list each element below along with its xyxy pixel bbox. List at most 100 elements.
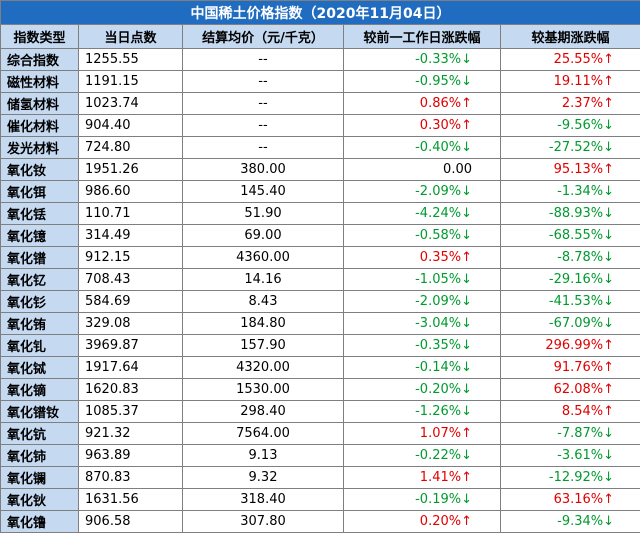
table-cell: 8.43 (182, 290, 344, 313)
table-cell: -0.35%↓ (343, 334, 501, 357)
table-cell: -88.93%↓ (499, 202, 640, 225)
table-cell: 氧化镝 (0, 378, 79, 401)
table-cell: -9.56%↓ (499, 114, 640, 137)
table-cell: 发光材料 (0, 136, 79, 159)
table-cell: -- (182, 136, 344, 159)
table-cell: 19.11%↑ (499, 70, 640, 93)
table-cell: 1530.00 (182, 378, 344, 401)
table-cell: -- (182, 114, 344, 137)
table-cell: 0.86%↑ (343, 92, 501, 115)
table-cell: 氧化钐 (0, 290, 79, 313)
table-cell: 0.30%↑ (343, 114, 501, 137)
table-row: 氧化铒 986.60 145.40 -2.09%↓ -1.34%↓ (0, 180, 640, 203)
table-row: 氧化钬 1631.56 318.40 -0.19%↓ 63.16%↑ (0, 488, 640, 511)
table-row: 发光材料 724.80 -- -0.40%↓ -27.52%↓ (0, 136, 640, 159)
table-cell: 氧化钇 (0, 268, 79, 291)
table-cell: 307.80 (182, 510, 344, 533)
table-row: 综合指数 1255.55 -- -0.33%↓ 25.55%↑ (0, 48, 640, 71)
table-cell: -1.26%↓ (343, 400, 501, 423)
table-cell: -2.09%↓ (343, 180, 501, 203)
table-cell: -8.78%↓ (499, 246, 640, 269)
table-cell: 氧化铈 (0, 444, 79, 467)
table-row: 储氢材料 1023.74 -- 0.86%↑ 2.37%↑ (0, 92, 640, 115)
table-cell: 963.89 (78, 444, 183, 467)
table-title: 中国稀土价格指数（2020年11月04日） (0, 0, 640, 25)
table-row: 氧化镨 912.15 4360.00 0.35%↑ -8.78%↓ (0, 246, 640, 269)
table-cell: 584.69 (78, 290, 183, 313)
table-cell: 724.80 (78, 136, 183, 159)
table-cell: 9.13 (182, 444, 344, 467)
table-cell: 氧化铥 (0, 202, 79, 225)
table-cell: 磁性材料 (0, 70, 79, 93)
table-cell: 3969.87 (78, 334, 183, 357)
table-cell: 91.76%↑ (499, 356, 640, 379)
table-cell: -1.34%↓ (499, 180, 640, 203)
table-cell: 157.90 (182, 334, 344, 357)
table-row: 氧化铽 1917.64 4320.00 -0.14%↓ 91.76%↑ (0, 356, 640, 379)
header-cell: 较前一工作日涨跌幅 (343, 24, 501, 49)
table-cell: -0.58%↓ (343, 224, 501, 247)
table-cell: 904.40 (78, 114, 183, 137)
table-cell: -27.52%↓ (499, 136, 640, 159)
table-cell: 380.00 (182, 158, 344, 181)
table-cell: 906.58 (78, 510, 183, 533)
table-cell: 氧化钪 (0, 422, 79, 445)
table-body: 综合指数 1255.55 -- -0.33%↓ 25.55%↑ 磁性材料 1191.15 --… (0, 48, 640, 533)
table-cell: 2.37%↑ (499, 92, 640, 115)
table-cell: 296.99%↑ (499, 334, 640, 357)
table-cell: 氧化铕 (0, 312, 79, 335)
table-cell: 110.71 (78, 202, 183, 225)
table-cell: 921.32 (78, 422, 183, 445)
table-cell: 870.83 (78, 466, 183, 489)
table-cell: 氧化镧 (0, 466, 79, 489)
table-row: 氧化铈 963.89 9.13 -0.22%↓ -3.61%↓ (0, 444, 640, 467)
table-row: 氧化钐 584.69 8.43 -2.09%↓ -41.53%↓ (0, 290, 640, 313)
table-cell: 184.80 (182, 312, 344, 335)
header-cell: 较基期涨跌幅 (499, 24, 640, 49)
table-row: 氧化钆 3969.87 157.90 -0.35%↓ 296.99%↑ (0, 334, 640, 357)
table-cell: 综合指数 (0, 48, 79, 71)
table-cell: 7564.00 (182, 422, 344, 445)
table-cell: 95.13%↑ (499, 158, 640, 181)
table-cell: 0.20%↑ (343, 510, 501, 533)
table-cell: -3.61%↓ (499, 444, 640, 467)
table-cell: 氧化镱 (0, 224, 79, 247)
header-cell: 结算均价（元/千克） (182, 24, 344, 49)
table-cell: 氧化钆 (0, 334, 79, 357)
table-cell: 1.41%↑ (343, 466, 501, 489)
table-row: 氧化镱 314.49 69.00 -0.58%↓ -68.55%↓ (0, 224, 640, 247)
table-row: 氧化铕 329.08 184.80 -3.04%↓ -67.09%↓ (0, 312, 640, 335)
table-row: 氧化镝 1620.83 1530.00 -0.20%↓ 62.08%↑ (0, 378, 640, 401)
table-cell: -12.92%↓ (499, 466, 640, 489)
table-cell: 氧化镨 (0, 246, 79, 269)
table-cell: 氧化镥 (0, 510, 79, 533)
table-cell: -3.04%↓ (343, 312, 501, 335)
table-cell: 氧化铽 (0, 356, 79, 379)
table-cell: 4320.00 (182, 356, 344, 379)
table-cell: 708.43 (78, 268, 183, 291)
header-row: 指数类型 当日点数 结算均价（元/千克） 较前一工作日涨跌幅 较基期涨跌幅 (0, 24, 640, 49)
table-row: 磁性材料 1191.15 -- -0.95%↓ 19.11%↑ (0, 70, 640, 93)
table-cell: -0.95%↓ (343, 70, 501, 93)
table-cell: 314.49 (78, 224, 183, 247)
table-cell: 1631.56 (78, 488, 183, 511)
table-cell: -0.14%↓ (343, 356, 501, 379)
table-cell: -67.09%↓ (499, 312, 640, 335)
table-cell: -0.22%↓ (343, 444, 501, 467)
table-cell: 1023.74 (78, 92, 183, 115)
table-cell: 51.90 (182, 202, 344, 225)
table-cell: 69.00 (182, 224, 344, 247)
table-row: 氧化镧 870.83 9.32 1.41%↑ -12.92%↓ (0, 466, 640, 489)
table-cell: 0.35%↑ (343, 246, 501, 269)
table-row: 氧化镥 906.58 307.80 0.20%↑ -9.34%↓ (0, 510, 640, 533)
table-row: 氧化镨钕 1085.37 298.40 -1.26%↓ 8.54%↑ (0, 400, 640, 423)
table-cell: -9.34%↓ (499, 510, 640, 533)
table-cell: 0.00 (343, 158, 501, 181)
table-cell: 1917.64 (78, 356, 183, 379)
table-cell: -41.53%↓ (499, 290, 640, 313)
table-row: 氧化铥 110.71 51.90 -4.24%↓ -88.93%↓ (0, 202, 640, 225)
table-cell: 63.16%↑ (499, 488, 640, 511)
table-cell: -1.05%↓ (343, 268, 501, 291)
table-cell: 氧化镨钕 (0, 400, 79, 423)
